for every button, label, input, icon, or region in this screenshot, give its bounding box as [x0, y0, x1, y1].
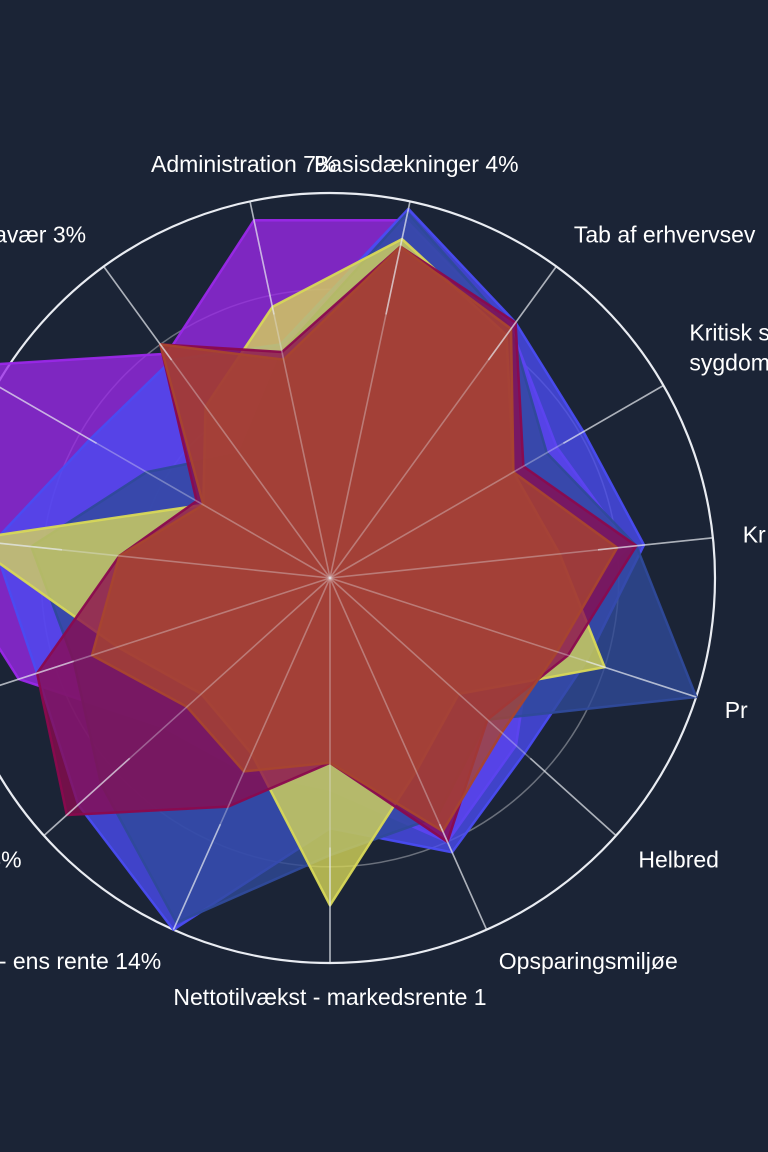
axis-spoke-outer	[0, 386, 98, 444]
axis-spoke-outer	[385, 201, 411, 315]
axis-spoke-outer	[43, 757, 131, 837]
axis-label: ilvækst - ens rente 14%	[0, 948, 161, 974]
axis-label: Nettotilvækst - markedsrente 1	[173, 984, 486, 1010]
axis-spoke-outer	[103, 266, 173, 361]
axis-labels: Basisdækninger 4% Tab af erhvervsev Kritis…	[0, 151, 768, 1010]
axis-label: Administration 7%	[151, 151, 336, 177]
axis-spoke-outer	[172, 823, 222, 931]
axis-label: ringer 3%	[0, 847, 22, 873]
axis-label: Kritisk s	[689, 320, 768, 346]
axis-label: ravær 3%	[0, 221, 86, 247]
axis-label: Kr	[743, 522, 766, 548]
axis-spoke-outer	[0, 542, 63, 551]
axis-label: Basisdækninger 4%	[314, 151, 519, 177]
radar-series-layer	[0, 207, 698, 931]
axis-spoke-outer	[586, 660, 697, 698]
axis-spoke-outer	[438, 823, 488, 931]
axis-spoke-outer	[597, 537, 713, 551]
axis-spoke-outer	[249, 201, 275, 315]
axis-spoke-outer	[562, 384, 664, 444]
axis-label: Helbred	[638, 847, 719, 873]
axis-label: Tab af erhvervsev	[574, 221, 756, 247]
axis-label: Pr	[725, 697, 748, 723]
axis-spoke-outer	[487, 266, 557, 361]
series-6-area	[90, 245, 619, 833]
axis-spoke-outer	[529, 757, 617, 837]
axis-spoke-outer	[0, 660, 74, 687]
radar-spokes	[0, 201, 713, 963]
axis-label: sygdom	[689, 350, 768, 376]
axis-label: Opsparingsmiljøe	[499, 948, 678, 974]
